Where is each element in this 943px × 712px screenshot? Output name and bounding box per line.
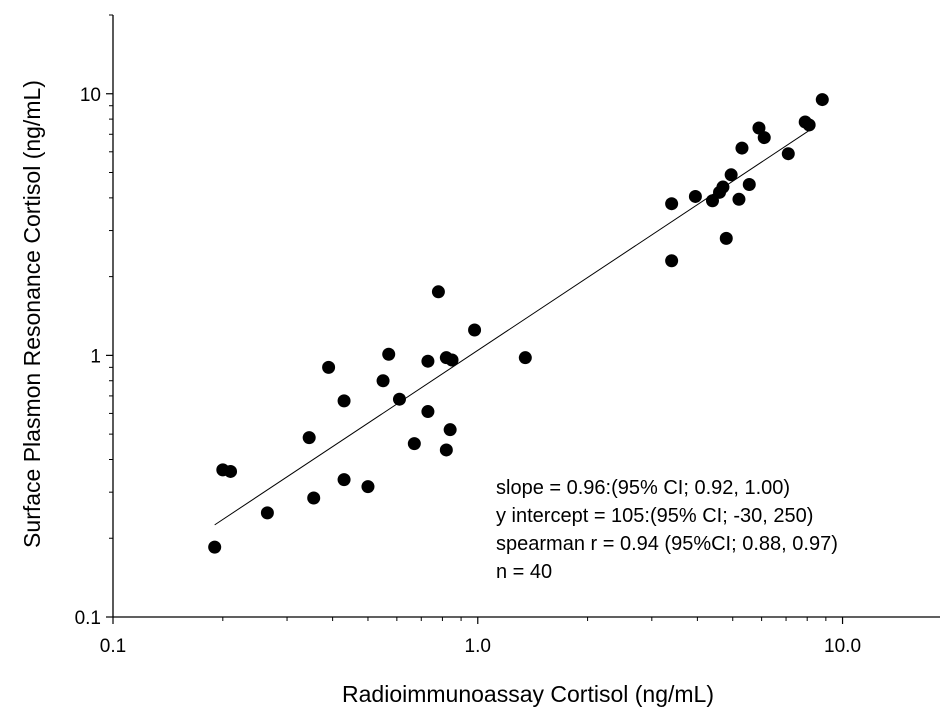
data-point	[735, 141, 749, 155]
annotation-slope: slope = 0.96:(95% CI; 0.92, 1.00)	[496, 477, 790, 499]
statistics-annotation: slope = 0.96:(95% CI; 0.92, 1.00) y inte…	[496, 477, 838, 583]
data-point	[802, 118, 816, 132]
x-tick-label: 10.0	[824, 636, 861, 657]
data-point	[407, 437, 421, 451]
data-point	[781, 147, 795, 161]
data-point	[724, 168, 738, 182]
data-point	[719, 231, 733, 245]
data-point	[307, 491, 321, 505]
data-point	[752, 121, 766, 135]
data-point	[468, 323, 482, 337]
data-point	[337, 473, 351, 487]
annotation-intercept: y intercept = 105:(95% CI; -30, 250)	[496, 505, 813, 527]
annotation-n: n = 40	[496, 561, 552, 583]
data-point	[322, 360, 336, 374]
data-point	[337, 394, 351, 408]
data-point	[361, 480, 375, 494]
data-point	[224, 464, 238, 478]
data-point	[815, 93, 829, 107]
data-point	[665, 197, 679, 211]
data-point	[716, 180, 730, 194]
y-tick-label: 0.1	[75, 608, 101, 629]
data-points	[208, 93, 829, 554]
data-point	[445, 353, 459, 367]
data-point	[421, 354, 435, 368]
data-point	[431, 285, 445, 299]
data-point	[382, 347, 396, 361]
data-point	[421, 405, 435, 419]
data-point	[518, 351, 532, 365]
data-point	[732, 192, 746, 206]
data-point	[688, 189, 702, 203]
data-point	[665, 254, 679, 268]
y-axis-title: Surface Plasmon Resonance Cortisol (ng/m…	[19, 80, 45, 548]
x-axis-title: Radioimmunoassay Cortisol (ng/mL)	[342, 681, 714, 707]
data-point	[260, 506, 274, 520]
data-point	[302, 431, 316, 445]
x-tick-label: 1.0	[465, 636, 491, 657]
data-point	[443, 423, 457, 437]
y-tick-label: 10	[80, 85, 101, 106]
y-tick-label: 1	[90, 346, 101, 367]
data-point	[208, 540, 222, 554]
ticks: 0.1 1.0 10.0 0.1 1 10	[75, 14, 861, 657]
annotation-spearman: spearman r = 0.94 (95%CI; 0.88, 0.97)	[496, 533, 838, 555]
data-point	[742, 177, 756, 191]
x-tick-label: 0.1	[100, 636, 126, 657]
data-point	[376, 374, 390, 388]
data-point	[757, 131, 771, 145]
axes	[112, 15, 940, 618]
data-point	[439, 443, 453, 457]
data-point	[392, 392, 406, 406]
